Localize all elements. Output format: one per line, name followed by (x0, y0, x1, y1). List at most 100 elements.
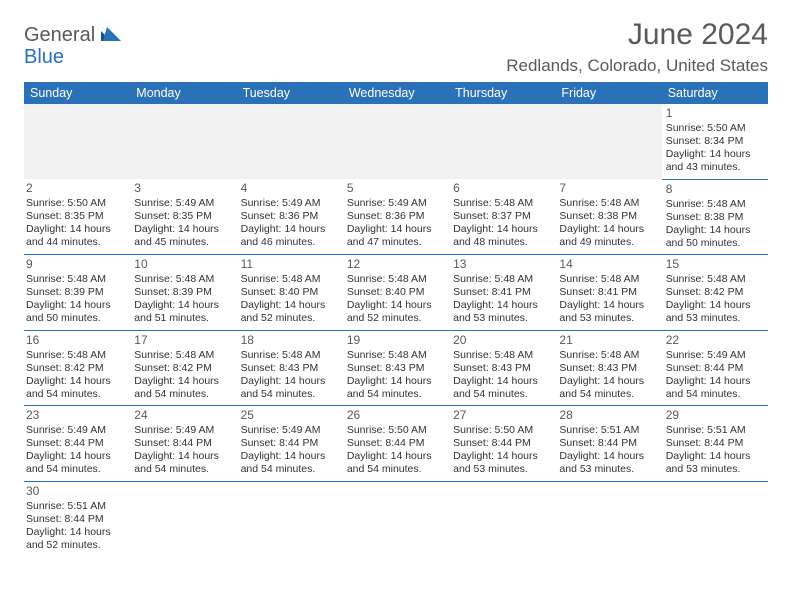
sunset-line: Sunset: 8:44 PM (134, 437, 232, 450)
sunrise-line: Sunrise: 5:50 AM (347, 424, 445, 437)
daylight-line: Daylight: 14 hours and 53 minutes. (666, 450, 764, 476)
sunset-line: Sunset: 8:44 PM (26, 513, 126, 526)
calendar-day-cell (130, 481, 236, 556)
sunrise-line: Sunrise: 5:51 AM (26, 500, 126, 513)
day-number: 2 (26, 181, 126, 196)
sunset-line: Sunset: 8:44 PM (347, 437, 445, 450)
weekday-header-row: SundayMondayTuesdayWednesdayThursdayFrid… (24, 82, 768, 104)
sunrise-line: Sunrise: 5:48 AM (26, 349, 126, 362)
daylight-line: Daylight: 14 hours and 52 minutes. (347, 299, 445, 325)
calendar-day-cell: 27Sunrise: 5:50 AMSunset: 8:44 PMDayligh… (449, 406, 555, 482)
sunrise-line: Sunrise: 5:50 AM (453, 424, 551, 437)
sunset-line: Sunset: 8:44 PM (666, 437, 764, 450)
sunset-line: Sunset: 8:35 PM (26, 210, 126, 223)
sunrise-line: Sunrise: 5:48 AM (26, 273, 126, 286)
daylight-line: Daylight: 14 hours and 53 minutes. (559, 299, 657, 325)
sunset-line: Sunset: 8:34 PM (666, 135, 764, 148)
calendar-day-cell: 10Sunrise: 5:48 AMSunset: 8:39 PMDayligh… (130, 255, 236, 331)
daylight-line: Daylight: 14 hours and 54 minutes. (241, 375, 339, 401)
calendar-day-cell: 16Sunrise: 5:48 AMSunset: 8:42 PMDayligh… (24, 330, 130, 406)
calendar-day-cell (237, 481, 343, 556)
day-number: 28 (559, 408, 657, 423)
sunrise-line: Sunrise: 5:48 AM (559, 273, 657, 286)
sunrise-line: Sunrise: 5:48 AM (453, 197, 551, 210)
sunset-line: Sunset: 8:44 PM (453, 437, 551, 450)
calendar-day-cell (449, 104, 555, 179)
calendar-day-cell (130, 104, 236, 179)
calendar-day-cell (343, 481, 449, 556)
day-number: 26 (347, 408, 445, 423)
sunrise-line: Sunrise: 5:48 AM (666, 273, 764, 286)
calendar-day-cell (237, 104, 343, 179)
calendar-day-cell: 13Sunrise: 5:48 AMSunset: 8:41 PMDayligh… (449, 255, 555, 331)
daylight-line: Daylight: 14 hours and 50 minutes. (666, 224, 764, 250)
sunrise-line: Sunrise: 5:48 AM (666, 198, 764, 211)
day-number: 8 (666, 182, 764, 197)
day-number: 18 (241, 333, 339, 348)
day-number: 10 (134, 257, 232, 272)
sunset-line: Sunset: 8:35 PM (134, 210, 232, 223)
logo: General (24, 24, 127, 47)
daylight-line: Daylight: 14 hours and 52 minutes. (26, 526, 126, 552)
sunset-line: Sunset: 8:44 PM (666, 362, 764, 375)
calendar-day-cell: 15Sunrise: 5:48 AMSunset: 8:42 PMDayligh… (662, 255, 768, 331)
weekday-header: Friday (555, 82, 661, 104)
daylight-line: Daylight: 14 hours and 54 minutes. (26, 375, 126, 401)
day-number: 30 (26, 484, 126, 499)
weekday-header: Thursday (449, 82, 555, 104)
sunrise-line: Sunrise: 5:49 AM (26, 424, 126, 437)
sunset-line: Sunset: 8:36 PM (241, 210, 339, 223)
weekday-header: Tuesday (237, 82, 343, 104)
weekday-header: Wednesday (343, 82, 449, 104)
sunset-line: Sunset: 8:42 PM (26, 362, 126, 375)
day-number: 12 (347, 257, 445, 272)
calendar-week-row: 1Sunrise: 5:50 AMSunset: 8:34 PMDaylight… (24, 104, 768, 179)
day-number: 1 (666, 106, 764, 121)
calendar-day-cell: 30Sunrise: 5:51 AMSunset: 8:44 PMDayligh… (24, 481, 130, 556)
daylight-line: Daylight: 14 hours and 48 minutes. (453, 223, 551, 249)
sunrise-line: Sunrise: 5:51 AM (666, 424, 764, 437)
day-number: 14 (559, 257, 657, 272)
calendar-week-row: 9Sunrise: 5:48 AMSunset: 8:39 PMDaylight… (24, 255, 768, 331)
sunset-line: Sunset: 8:36 PM (347, 210, 445, 223)
calendar-day-cell: 2Sunrise: 5:50 AMSunset: 8:35 PMDaylight… (24, 179, 130, 255)
day-number: 23 (26, 408, 126, 423)
sunset-line: Sunset: 8:44 PM (241, 437, 339, 450)
daylight-line: Daylight: 14 hours and 53 minutes. (559, 450, 657, 476)
sunset-line: Sunset: 8:40 PM (347, 286, 445, 299)
sunset-line: Sunset: 8:43 PM (559, 362, 657, 375)
calendar-day-cell: 19Sunrise: 5:48 AMSunset: 8:43 PMDayligh… (343, 330, 449, 406)
daylight-line: Daylight: 14 hours and 54 minutes. (241, 450, 339, 476)
day-number: 7 (559, 181, 657, 196)
daylight-line: Daylight: 14 hours and 54 minutes. (347, 375, 445, 401)
sunset-line: Sunset: 8:41 PM (453, 286, 551, 299)
calendar-day-cell (343, 104, 449, 179)
calendar-day-cell: 28Sunrise: 5:51 AMSunset: 8:44 PMDayligh… (555, 406, 661, 482)
weekday-header: Sunday (24, 82, 130, 104)
calendar-week-row: 30Sunrise: 5:51 AMSunset: 8:44 PMDayligh… (24, 481, 768, 556)
calendar-day-cell: 29Sunrise: 5:51 AMSunset: 8:44 PMDayligh… (662, 406, 768, 482)
sunset-line: Sunset: 8:39 PM (26, 286, 126, 299)
weekday-header: Monday (130, 82, 236, 104)
daylight-line: Daylight: 14 hours and 54 minutes. (666, 375, 764, 401)
calendar-day-cell: 24Sunrise: 5:49 AMSunset: 8:44 PMDayligh… (130, 406, 236, 482)
calendar-day-cell: 21Sunrise: 5:48 AMSunset: 8:43 PMDayligh… (555, 330, 661, 406)
calendar-day-cell: 20Sunrise: 5:48 AMSunset: 8:43 PMDayligh… (449, 330, 555, 406)
sunrise-line: Sunrise: 5:48 AM (241, 349, 339, 362)
sunset-line: Sunset: 8:44 PM (26, 437, 126, 450)
calendar-day-cell (24, 104, 130, 179)
daylight-line: Daylight: 14 hours and 52 minutes. (241, 299, 339, 325)
day-number: 6 (453, 181, 551, 196)
sunset-line: Sunset: 8:41 PM (559, 286, 657, 299)
sunset-line: Sunset: 8:39 PM (134, 286, 232, 299)
daylight-line: Daylight: 14 hours and 54 minutes. (134, 450, 232, 476)
calendar-day-cell: 25Sunrise: 5:49 AMSunset: 8:44 PMDayligh… (237, 406, 343, 482)
calendar-day-cell: 1Sunrise: 5:50 AMSunset: 8:34 PMDaylight… (662, 104, 768, 179)
calendar-day-cell: 9Sunrise: 5:48 AMSunset: 8:39 PMDaylight… (24, 255, 130, 331)
day-number: 29 (666, 408, 764, 423)
day-number: 17 (134, 333, 232, 348)
calendar-day-cell: 7Sunrise: 5:48 AMSunset: 8:38 PMDaylight… (555, 179, 661, 255)
calendar-day-cell: 3Sunrise: 5:49 AMSunset: 8:35 PMDaylight… (130, 179, 236, 255)
sunrise-line: Sunrise: 5:48 AM (134, 273, 232, 286)
calendar-day-cell (555, 481, 661, 556)
